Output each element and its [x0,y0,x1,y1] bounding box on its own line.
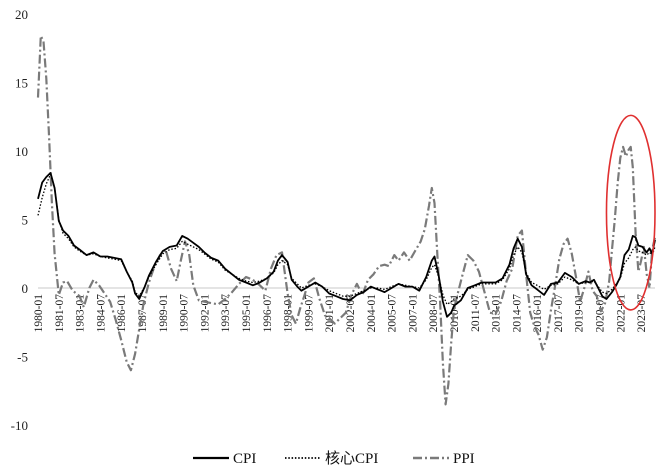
x-tick-label: 2022-01 [615,294,627,333]
x-tick-label: 2011-07 [470,294,482,332]
x-tick-label: 2008-07 [428,294,440,333]
x-tick-label: 1981-07 [54,294,66,333]
x-tick-label: 2002-07 [345,294,357,333]
series-line [36,34,657,406]
x-tick-label: 1993-07 [220,294,232,333]
x-tick-label: 2004-01 [366,294,378,333]
x-tick-label: 2005-07 [387,294,399,333]
series-line [37,173,656,306]
y-tick-label: 5 [22,213,29,228]
x-tick-label: 2019-01 [574,294,586,333]
x-tick-label: 1998-01 [283,294,295,333]
legend-label: 核心CPI [325,450,378,467]
x-tick-label: 2016-01 [532,294,544,333]
y-tick-label: 15 [15,76,28,91]
legend: CPI 核心CPI PPI [193,450,475,467]
x-tick-label: 2014-07 [511,294,523,333]
x-tick-label: 1989-01 [158,294,170,333]
x-tick-label: 2020-07 [595,294,607,333]
series-line [37,172,656,318]
x-tick-label: 2007-01 [407,294,419,333]
x-tick-label: 1996-07 [262,294,274,333]
y-tick-label: 10 [15,144,28,159]
x-tick-label: 1986-01 [116,294,128,333]
x-tick-label: 1999-07 [303,294,315,333]
x-tick-label: 1992-01 [199,294,211,333]
legend-label: PPI [453,451,475,467]
series-layer [36,34,657,406]
x-tick-label: 1983-01 [75,294,87,333]
x-tick-label: 1984-07 [95,294,107,333]
highlight-ellipse [605,114,656,311]
y-tick-label: 0 [22,281,29,296]
y-axis-tick-labels: -10 -5 0 5 10 15 20 [11,7,28,433]
x-tick-label: 2001-01 [324,294,336,333]
x-tick-label: 1990-07 [179,294,191,333]
x-tick-label: 2017-07 [553,294,565,333]
x-axis-tick-labels: 1980-01 1981-07 1983-01 1984-07 1986-01 1987-… [33,294,648,333]
legend-label: CPI [233,451,256,467]
x-tick-label: 1980-01 [33,294,45,333]
y-tick-label: -5 [17,350,28,365]
y-tick-label: 20 [15,7,28,22]
y-tick-label: -10 [11,418,28,433]
x-tick-label: 1995-01 [241,294,253,333]
